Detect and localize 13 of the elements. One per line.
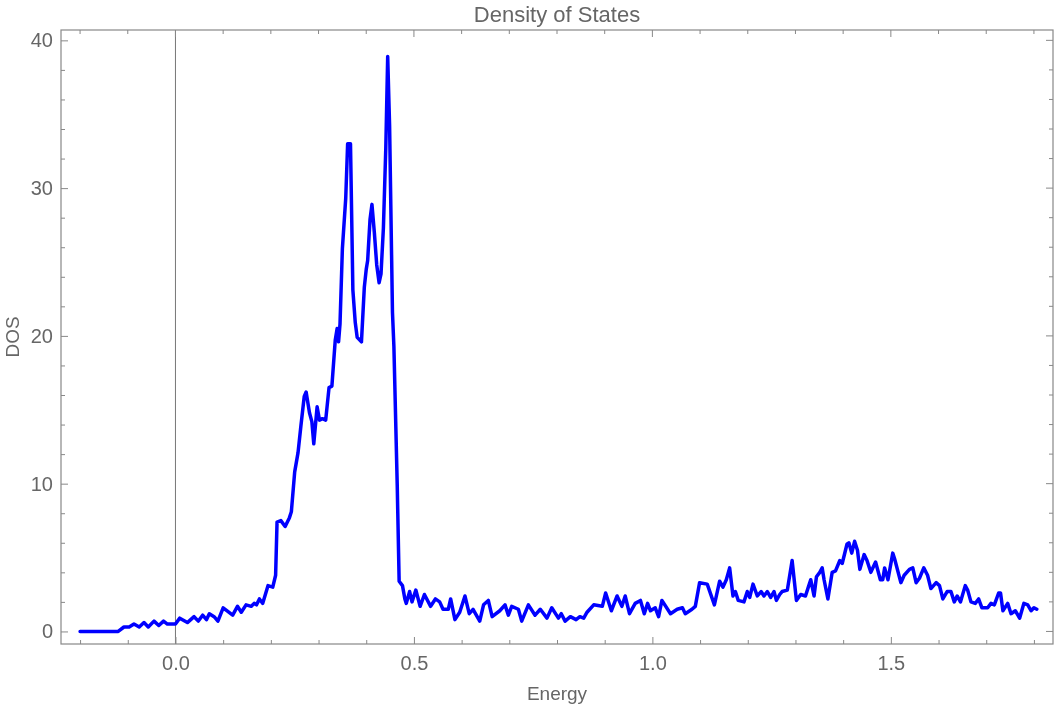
y-tick-label: 30 xyxy=(30,177,53,200)
line-series xyxy=(78,54,1039,634)
y-tick-label: 10 xyxy=(30,472,53,495)
y-tick-label: 0 xyxy=(41,620,53,643)
y-tick-label: 40 xyxy=(30,29,53,52)
x-tick-label: 0.5 xyxy=(400,652,429,675)
y-tick-label: 20 xyxy=(30,324,53,347)
x-axis-title: Energy xyxy=(526,683,588,704)
x-tick-label: 0.0 xyxy=(162,652,190,675)
y-axis-title: DOS xyxy=(2,316,23,358)
x-tick-label: 1.5 xyxy=(877,652,906,675)
x-tick-label: 1.0 xyxy=(638,652,667,675)
chart-title: Density of States xyxy=(473,2,641,27)
